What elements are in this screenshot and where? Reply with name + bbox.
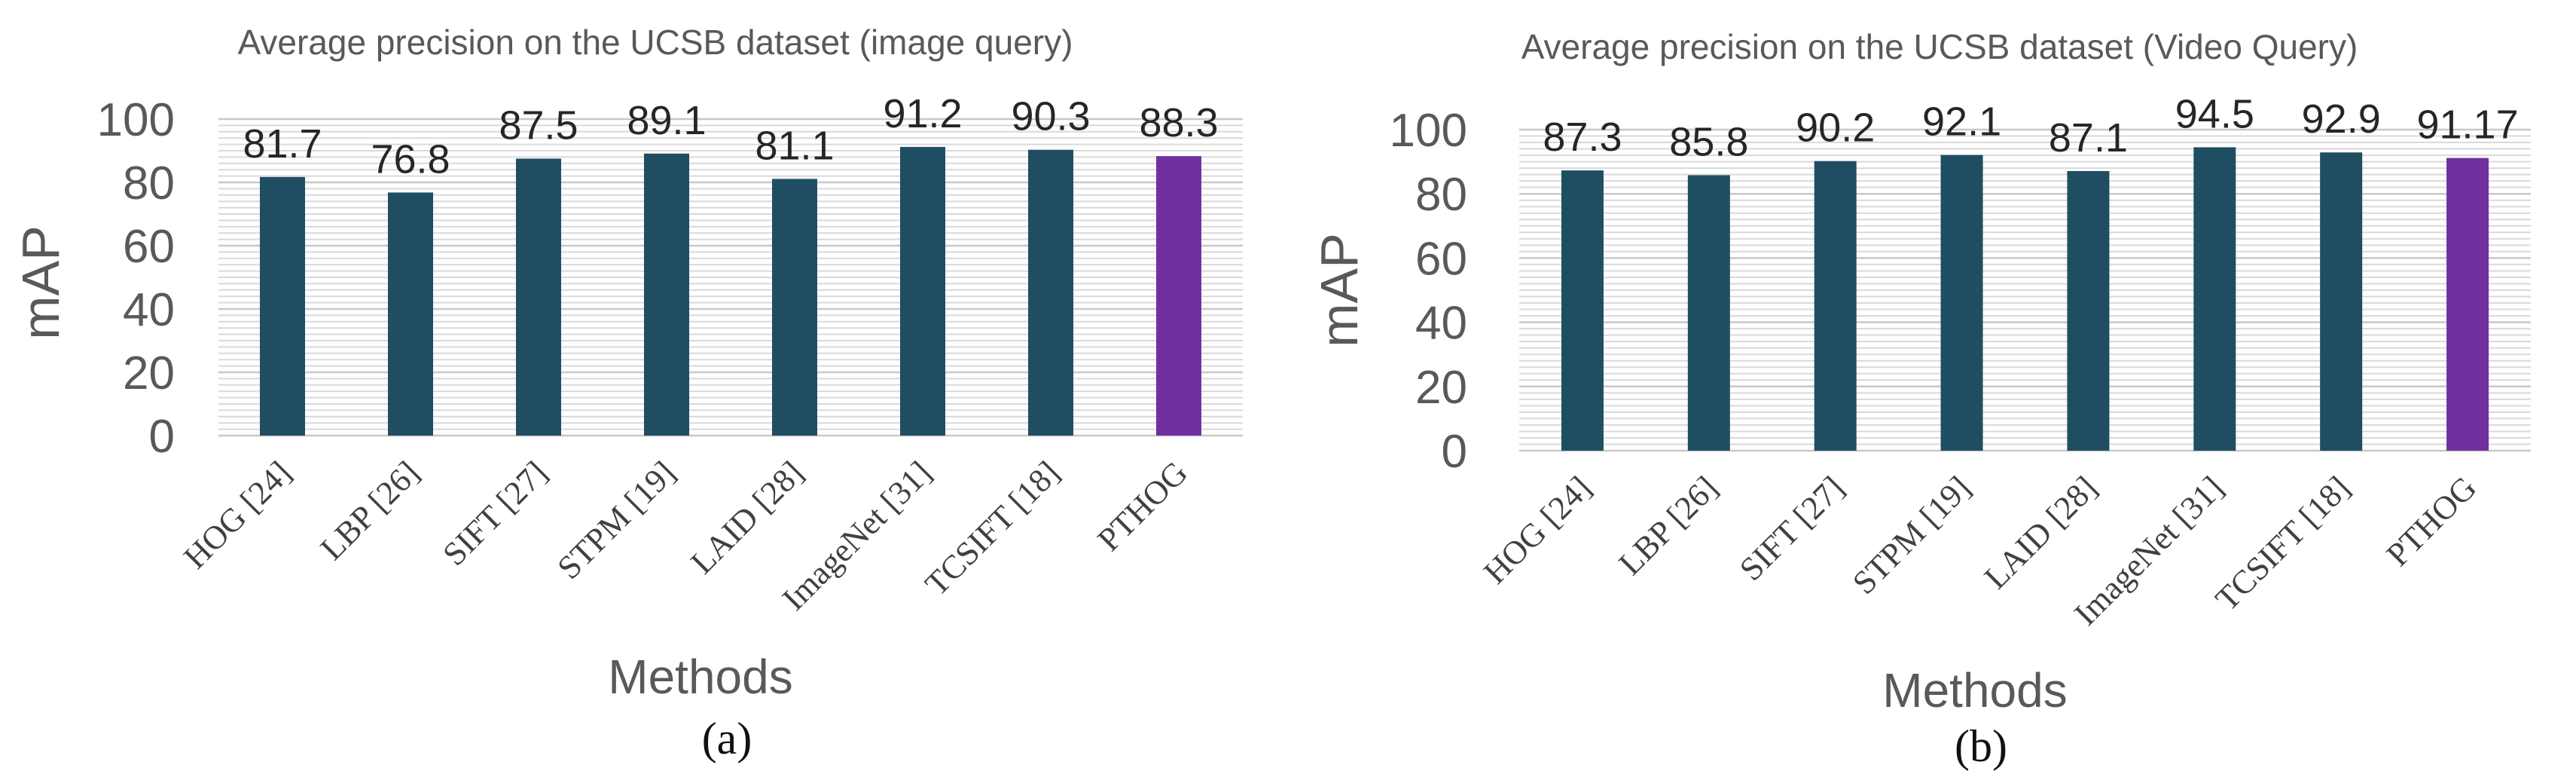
chart-b-y-tick-label: 100 bbox=[1390, 105, 1467, 157]
chart-b-gridlines bbox=[1519, 128, 2531, 452]
chart-a-x-tick-label: TCSIFT [18] bbox=[918, 454, 1067, 602]
chart-b-data-label: 85.8 bbox=[1669, 119, 1748, 164]
chart-a-data-label: 90.3 bbox=[1011, 94, 1090, 139]
chart-b-x-tick-label: TCSIFT [18] bbox=[2208, 469, 2357, 617]
chart-a-data-label: 91.2 bbox=[883, 91, 962, 136]
chart-a-bar bbox=[644, 153, 689, 436]
chart-a-x-tick-label: STPM [19] bbox=[551, 454, 683, 586]
chart-b-bar bbox=[2193, 147, 2236, 451]
chart-a-x-tick-label: SIFT [27] bbox=[435, 454, 554, 573]
chart-a-title: Average precision on the UCSB dataset (i… bbox=[238, 23, 1073, 62]
chart-b-data-label: 92.1 bbox=[1922, 99, 2001, 145]
chart-b-data-label: 92.9 bbox=[2302, 96, 2381, 142]
chart-b-caption: (b) bbox=[1955, 721, 2007, 771]
chart-b-y-tick-label: 0 bbox=[1442, 426, 1467, 478]
chart-b-y-ticks: 0 20 40 60 80 100 bbox=[1390, 105, 1467, 478]
chart-a-caption: (a) bbox=[702, 714, 752, 763]
chart-a-bar bbox=[900, 146, 945, 436]
chart-a-data-label: 88.3 bbox=[1139, 100, 1218, 145]
chart-a-y-tick-label: 100 bbox=[97, 94, 175, 146]
chart-a-bar bbox=[1156, 156, 1201, 436]
chart-a-x-tick-label: HOG [24] bbox=[176, 454, 298, 576]
chart-b-bar bbox=[1940, 154, 1983, 451]
chart-a-y-axis-label: mAP bbox=[11, 225, 70, 340]
chart-a-data-labels: 81.7 76.8 87.5 89.1 81.1 91.2 90.3 88.3 bbox=[243, 91, 1218, 182]
chart-a-data-label: 89.1 bbox=[627, 98, 706, 143]
chart-b-data-label: 87.1 bbox=[2049, 115, 2128, 161]
chart-b-data-labels: 87.3 85.8 90.2 92.1 87.1 94.5 92.9 91.17 bbox=[1543, 91, 2518, 164]
chart-a: Average precision on the UCSB dataset (i… bbox=[11, 23, 1243, 763]
chart-a-bar bbox=[388, 192, 433, 436]
chart-b-x-axis-label: Methods bbox=[1882, 663, 2067, 717]
chart-a-data-label: 81.7 bbox=[243, 121, 322, 167]
chart-a-data-label: 87.5 bbox=[499, 103, 578, 148]
chart-a-x-tick-label: LAID [28] bbox=[684, 454, 811, 581]
chart-b-y-axis-label: mAP bbox=[1310, 233, 1369, 347]
chart-b-x-tick-label: STPM [19] bbox=[1845, 469, 1978, 601]
chart-b-y-tick-label: 60 bbox=[1415, 233, 1467, 285]
chart-b-data-label: 87.3 bbox=[1543, 115, 1622, 160]
chart-a-data-label: 76.8 bbox=[371, 136, 450, 182]
chart-b-x-tick-label: SIFT [27] bbox=[1732, 469, 1851, 588]
chart-b-y-tick-label: 40 bbox=[1415, 298, 1467, 350]
chart-b-bar bbox=[2067, 170, 2110, 451]
chart-b-x-ticks: HOG [24] LBP [26] SIFT [27]STPM [19] LAID [… bbox=[1476, 469, 2483, 632]
chart-b: Average precision on the UCSB dataset (V… bbox=[1310, 27, 2531, 771]
chart-b-title: Average precision on the UCSB dataset (V… bbox=[1521, 27, 2358, 66]
chart-b-bars bbox=[1561, 147, 2489, 451]
chart-b-x-tick-label: LAID [28] bbox=[1977, 469, 2104, 596]
chart-a-x-tick-label: PTHOG bbox=[1091, 454, 1195, 558]
chart-a-x-ticks: HOG [24] LBP [26] SIFT [27]STPM [19] LAID [… bbox=[176, 454, 1195, 617]
chart-b-data-label: 90.2 bbox=[1796, 106, 1875, 151]
chart-a-y-tick-label: 20 bbox=[123, 347, 175, 399]
chart-a-y-tick-label: 0 bbox=[149, 411, 175, 463]
chart-a-x-tick-label: LBP [26] bbox=[313, 454, 426, 567]
chart-b-data-label: 94.5 bbox=[2175, 91, 2254, 136]
chart-b-bar bbox=[2320, 152, 2363, 451]
chart-a-bar bbox=[516, 158, 561, 436]
chart-b-bar bbox=[1687, 175, 1730, 451]
chart-a-x-axis-label: Methods bbox=[608, 650, 792, 704]
chart-b-bar bbox=[1814, 161, 1857, 451]
chart-a-y-tick-label: 40 bbox=[123, 284, 175, 336]
figure-b: Average precision on the UCSB dataset (V… bbox=[1303, 0, 2576, 777]
chart-a-bars bbox=[260, 146, 1201, 436]
chart-b-x-tick-label: PTHOG bbox=[2379, 469, 2483, 573]
figure-a: Average precision on the UCSB dataset (i… bbox=[11, 23, 1243, 763]
chart-b-data-label: 91.17 bbox=[2416, 102, 2518, 148]
chart-a-y-ticks: 0 20 40 60 80 100 bbox=[97, 94, 175, 463]
chart-b-bar bbox=[2446, 158, 2489, 451]
chart-a-bar bbox=[772, 179, 817, 436]
chart-b-bar bbox=[1561, 170, 1604, 451]
chart-b-x-tick-label: LBP [26] bbox=[1612, 469, 1725, 582]
chart-b-y-tick-label: 20 bbox=[1415, 362, 1467, 414]
chart-b-y-tick-label: 80 bbox=[1415, 169, 1467, 221]
chart-a-y-tick-label: 80 bbox=[123, 158, 175, 210]
chart-a-data-label: 81.1 bbox=[755, 123, 834, 168]
chart-b-x-tick-label: HOG [24] bbox=[1476, 469, 1598, 591]
chart-a-y-tick-label: 60 bbox=[123, 221, 175, 273]
chart-a-bar bbox=[260, 176, 305, 436]
chart-a-bar bbox=[1028, 149, 1073, 436]
